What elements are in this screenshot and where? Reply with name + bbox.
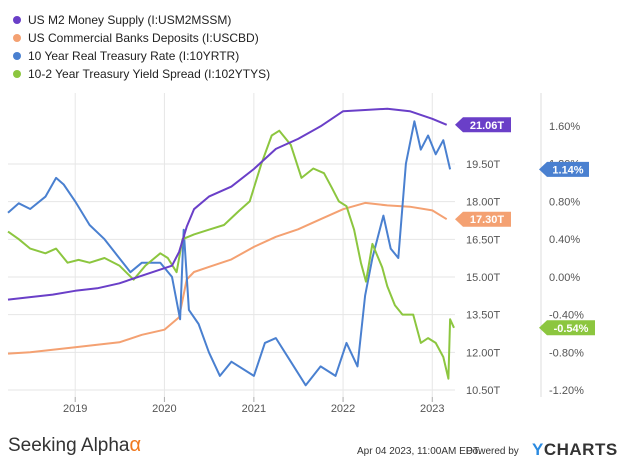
legend-marker	[13, 70, 21, 78]
gridlines	[8, 93, 455, 397]
x-tick-label: 2022	[331, 403, 355, 415]
value-badge	[539, 320, 595, 336]
timestamp: Apr 04 2023, 11:00AM EDT.	[357, 446, 481, 457]
left-axis-tick-label: 13.50T	[466, 310, 501, 322]
seeking-alpha-logo[interactable]: Seeking Alphaα	[8, 434, 141, 457]
legend-label: US Commercial Banks Deposits (I:USCBD)	[28, 31, 259, 45]
right-axis-tick-label: 0.00%	[549, 272, 580, 284]
left-axis-tick-label: 19.50T	[466, 159, 501, 171]
x-axis: 2019 2020 2021 2022 2023	[63, 397, 445, 415]
legend: US M2 Money Supply (I:USM2MSSM) US Commer…	[13, 13, 270, 81]
right-axis-tick-label: -0.80%	[549, 347, 584, 359]
value-badge	[455, 117, 511, 133]
value-badge-label: 17.30T	[470, 214, 505, 226]
value-badges: 21.06T 17.30T 1.14% -0.54%	[455, 117, 595, 336]
right-axis: -1.20%-0.80%-0.40%0.00%0.40%0.80%1.20%1.…	[540, 93, 584, 397]
left-axis-tick-label: 15.00T	[466, 272, 501, 284]
ycharts-logo[interactable]: YCHARTS	[532, 440, 618, 460]
legend-label: 10-2 Year Treasury Yield Spread (I:102YT…	[28, 67, 270, 81]
value-badge-label: 21.06T	[470, 120, 505, 132]
value-badge	[539, 161, 589, 177]
legend-marker	[13, 34, 21, 42]
series-layer	[7, 107, 455, 387]
right-axis-tick-label: -0.40%	[549, 310, 584, 322]
series-line	[7, 107, 448, 301]
legend-marker	[13, 16, 21, 24]
series-line	[7, 120, 452, 387]
powered-by-text: Powered by	[466, 446, 519, 457]
left-axis-tick-label: 18.00T	[466, 197, 501, 209]
brand-text: Seeking Alpha	[8, 435, 130, 456]
x-tick-label: 2023	[420, 403, 444, 415]
series-line	[7, 129, 455, 380]
left-axis-tick-label: 10.50T	[466, 385, 501, 397]
legend-label: 10 Year Real Treasury Rate (I:10YRTR)	[28, 49, 239, 63]
right-axis-tick-label: 0.40%	[549, 234, 580, 246]
ycharts-text: CHARTS	[543, 440, 618, 459]
right-axis-tick-label: -1.20%	[549, 385, 584, 397]
legend-label: US M2 Money Supply (I:USM2MSSM)	[28, 13, 231, 27]
legend-marker	[13, 52, 21, 60]
alpha-mark: α	[129, 434, 142, 456]
left-axis: 10.50T 12.00T 13.50T 15.00T 16.50T 18.00T 19.5…	[466, 159, 501, 397]
x-tick-label: 2021	[242, 403, 266, 415]
left-axis-tick-label: 12.00T	[466, 347, 501, 359]
x-tick-label: 2020	[152, 403, 176, 415]
left-axis-tick-label: 16.50T	[466, 234, 501, 246]
right-axis-tick-label: 1.60%	[549, 121, 580, 133]
series-line	[7, 201, 448, 355]
x-tick-label: 2019	[63, 403, 87, 415]
right-axis-tick-label: 0.80%	[549, 196, 580, 208]
value-badge-label: -0.54%	[554, 323, 589, 335]
ycharts-y: Y	[532, 440, 544, 459]
value-badge	[455, 211, 511, 227]
value-badge-label: 1.14%	[552, 164, 583, 176]
